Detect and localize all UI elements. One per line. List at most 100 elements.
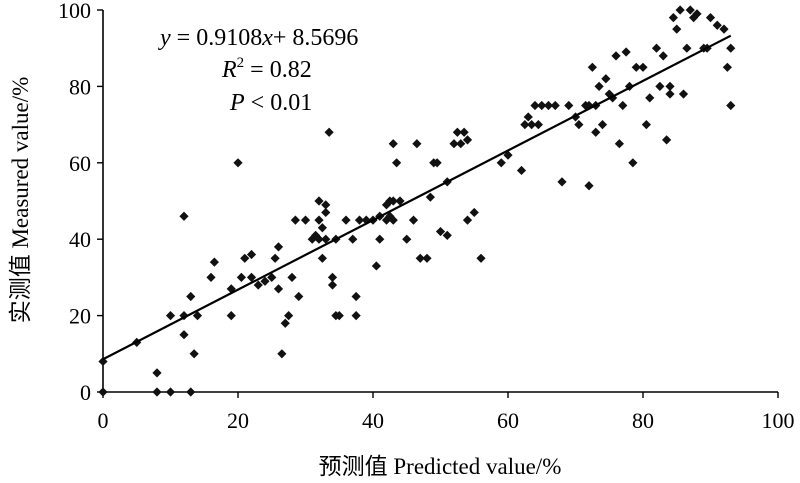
data-point	[452, 127, 462, 137]
data-point	[280, 318, 290, 328]
data-point	[260, 276, 270, 286]
x-tick-label: 100	[762, 408, 795, 433]
data-point	[388, 139, 398, 149]
data-point	[277, 349, 287, 359]
x-tick-label: 40	[362, 408, 384, 433]
data-point	[516, 165, 527, 176]
data-point	[179, 311, 189, 321]
data-point	[651, 43, 662, 53]
data-points	[98, 5, 736, 397]
data-point	[415, 253, 425, 263]
data-point	[668, 13, 678, 23]
data-point	[348, 234, 358, 244]
y-tick-label: 80	[69, 74, 91, 99]
data-point	[179, 211, 189, 221]
data-point	[543, 100, 554, 111]
x-tick-label: 80	[632, 408, 654, 433]
data-point	[273, 242, 284, 252]
y-axis-title: 实测值 Measured value/%	[8, 77, 33, 324]
data-point	[165, 311, 176, 321]
data-point	[462, 215, 473, 225]
data-point	[321, 200, 331, 210]
data-point	[253, 280, 263, 290]
data-point	[672, 24, 682, 34]
data-point	[422, 253, 432, 263]
data-point	[314, 196, 324, 206]
axes	[102, 10, 778, 393]
data-point	[527, 120, 537, 130]
data-point	[682, 43, 692, 53]
data-point	[456, 139, 466, 149]
data-point	[152, 387, 162, 397]
data-point	[300, 215, 311, 225]
data-point	[496, 158, 506, 168]
data-point	[719, 24, 729, 34]
data-point	[459, 127, 469, 137]
data-point	[712, 20, 722, 30]
data-point	[165, 387, 176, 397]
y-tick-label: 100	[58, 0, 91, 23]
data-point	[179, 330, 189, 340]
data-point	[314, 234, 324, 244]
data-point	[523, 112, 533, 122]
data-point	[321, 207, 331, 218]
data-point	[206, 272, 216, 282]
data-point	[476, 253, 486, 263]
data-point	[662, 135, 672, 145]
regression-line	[102, 34, 732, 361]
data-point	[375, 234, 385, 244]
data-point	[186, 387, 196, 397]
data-point	[449, 139, 459, 149]
data-point	[290, 215, 300, 225]
ticks: 0 20 40 60 80 100 0 20 40 60 80 100	[58, 0, 795, 433]
data-point	[722, 62, 732, 72]
data-point	[246, 272, 257, 282]
data-point	[324, 127, 334, 137]
data-point	[584, 181, 594, 191]
data-point	[334, 311, 344, 321]
data-point	[351, 291, 361, 302]
y-tick-label: 60	[69, 151, 91, 176]
data-point	[270, 253, 280, 263]
data-point	[628, 158, 638, 168]
data-point	[388, 196, 398, 206]
data-point	[520, 120, 530, 130]
data-point	[597, 120, 608, 130]
y-tick-label: 40	[69, 227, 91, 252]
data-point	[186, 291, 196, 302]
data-point	[601, 74, 611, 84]
data-point	[705, 13, 716, 23]
x-tick-label: 0	[98, 408, 109, 433]
data-point	[314, 215, 324, 225]
data-point	[321, 234, 331, 244]
x-tick-label: 60	[497, 408, 519, 433]
data-point	[240, 253, 250, 263]
data-point	[665, 89, 675, 99]
data-point	[611, 51, 621, 61]
data-point	[273, 284, 284, 294]
data-point	[233, 158, 243, 168]
data-point	[594, 81, 604, 91]
data-point	[608, 93, 618, 103]
data-point	[503, 150, 513, 160]
data-point	[658, 51, 668, 61]
data-point	[641, 120, 651, 130]
data-point	[317, 253, 327, 263]
data-point	[341, 215, 351, 225]
data-point	[462, 135, 473, 145]
data-point	[685, 5, 695, 15]
data-point	[614, 139, 624, 149]
y-tick-label: 20	[69, 304, 91, 329]
data-point	[408, 215, 419, 225]
data-point	[284, 311, 294, 321]
data-point	[678, 89, 689, 99]
data-point	[631, 62, 641, 72]
data-point	[226, 311, 236, 321]
data-point	[294, 291, 304, 302]
data-point	[246, 249, 257, 260]
data-point	[317, 223, 327, 233]
data-point	[192, 311, 203, 321]
data-point	[189, 349, 199, 359]
data-point	[267, 272, 277, 282]
data-point	[564, 100, 574, 111]
